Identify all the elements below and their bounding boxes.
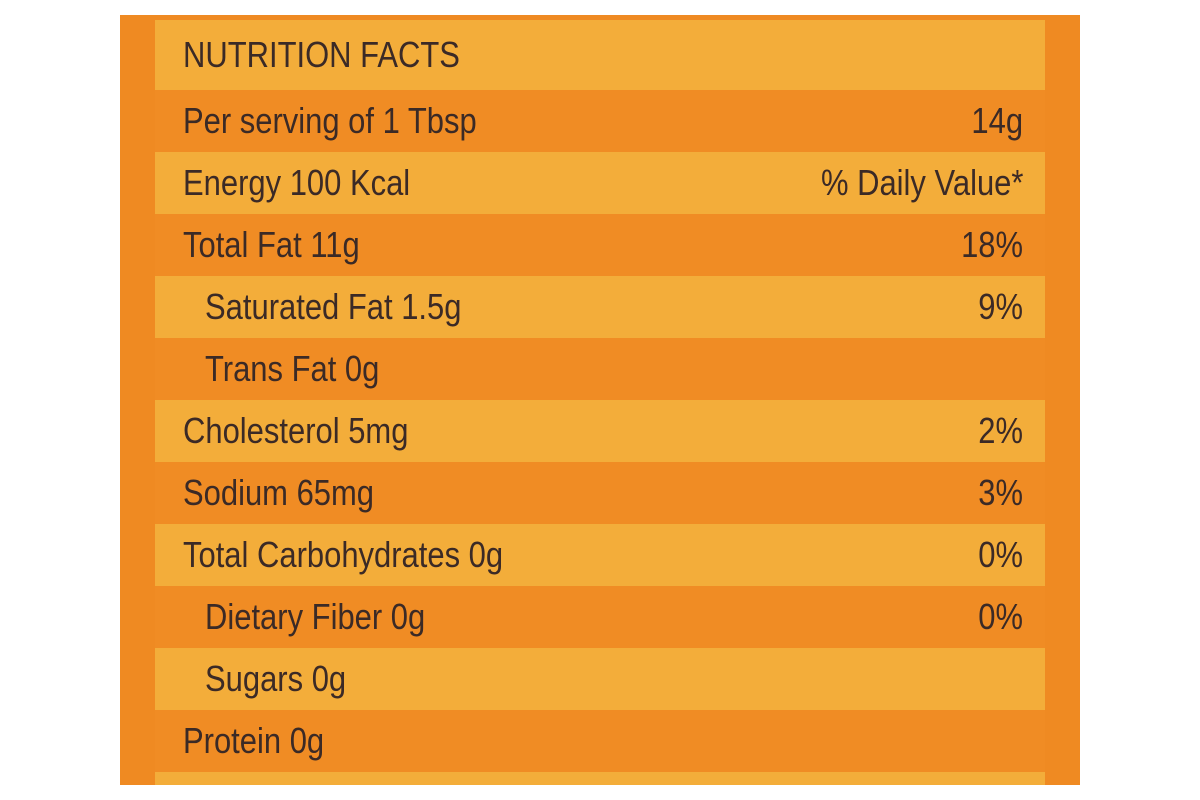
nutrient-label: Energy 100 Kcal bbox=[183, 162, 411, 203]
nutrient-label: Protein 0g bbox=[183, 720, 325, 761]
nutrient-row: Sugars 0g bbox=[155, 648, 1045, 710]
nutrient-row: Protein 0g bbox=[155, 710, 1045, 772]
nutrient-row: Energy 100 Kcal % Daily Value* bbox=[155, 152, 1045, 214]
nutrient-value: 9% bbox=[978, 286, 1023, 327]
nutrient-row: Trans Fat 0g bbox=[155, 338, 1045, 400]
nutrient-label: Trans Fat 0g bbox=[205, 348, 380, 389]
nutrient-label: Total Fat 11g bbox=[183, 224, 360, 265]
nutrient-value: 18% bbox=[961, 224, 1023, 265]
nutrient-row: Sodium 65mg 3% bbox=[155, 462, 1045, 524]
nutrition-label: NUTRITION FACTS Per serving of 1 Tbsp 14g… bbox=[120, 15, 1080, 785]
nutrient-label: Cholesterol 5mg bbox=[183, 410, 409, 451]
nutrient-value: % Daily Value* bbox=[820, 162, 1023, 203]
nutrient-row: Cholesterol 5mg 2% bbox=[155, 400, 1045, 462]
nutrient-label: Total Carbohydrates 0g bbox=[183, 534, 504, 575]
nutrient-value: 14g bbox=[971, 100, 1023, 141]
nutrient-label: Sodium 65mg bbox=[183, 472, 375, 513]
nutrient-label: Per serving of 1 Tbsp bbox=[183, 100, 477, 141]
nutrient-row: Dietary Fiber 0g 0% bbox=[155, 586, 1045, 648]
nutrient-value: 3% bbox=[978, 472, 1023, 513]
footer-stripe bbox=[155, 772, 1045, 785]
nutrient-label: Saturated Fat 1.5g bbox=[205, 286, 462, 327]
nutrient-value: 0% bbox=[978, 534, 1023, 575]
nutrient-label: Sugars 0g bbox=[205, 658, 347, 699]
nutrient-value: 2% bbox=[978, 410, 1023, 451]
nutrient-label: Dietary Fiber 0g bbox=[205, 596, 426, 637]
nutrient-row: Per serving of 1 Tbsp 14g bbox=[155, 90, 1045, 152]
nutrient-row: Total Fat 11g 18% bbox=[155, 214, 1045, 276]
nutrient-row: Saturated Fat 1.5g 9% bbox=[155, 276, 1045, 338]
title-row: NUTRITION FACTS bbox=[155, 20, 1045, 90]
nutrient-value: 0% bbox=[978, 596, 1023, 637]
title: NUTRITION FACTS bbox=[183, 34, 460, 75]
nutrient-row: Total Carbohydrates 0g 0% bbox=[155, 524, 1045, 586]
